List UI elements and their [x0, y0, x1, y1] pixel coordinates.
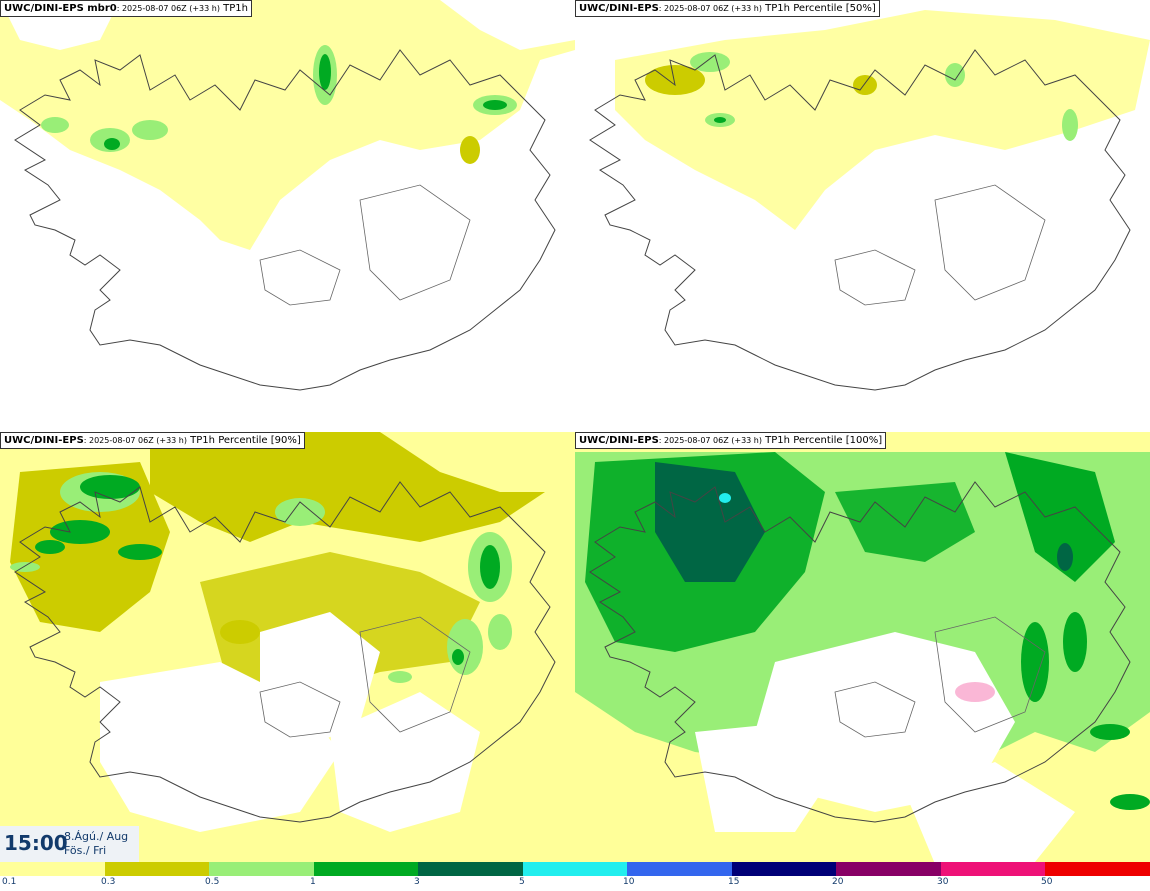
precipitation-map: [589, 10, 1150, 391]
run-info: : 2025-08-07 06Z (+33 h): [83, 436, 187, 445]
legend-tick-label: 1: [310, 877, 316, 887]
valid-time-box: 15:00 8.Ágú./ Aug Fös./ Fri: [0, 826, 139, 862]
legend-tick-label: 50: [1041, 877, 1053, 887]
legend-tick-label: 15: [728, 877, 740, 887]
model-label: UWC/DINI-EPS: [579, 3, 659, 14]
run-info: : 2025-08-07 06Z (+33 h): [658, 436, 762, 445]
run-info: : 2025-08-07 06Z (+33 h): [116, 4, 220, 13]
field-label: TP1h Percentile [90%]: [190, 435, 301, 446]
valid-time: 15:00: [4, 831, 68, 855]
legend-swatch: [1045, 862, 1150, 876]
legend-swatch: [418, 862, 523, 876]
legend-swatch: [731, 862, 837, 876]
model-label: UWC/DINI-EPS: [4, 435, 84, 446]
legend-swatch: [209, 862, 314, 876]
date-line-2: Fös./ Fri: [64, 844, 107, 857]
model-label: UWC/DINI-EPS: [579, 435, 659, 446]
field-label: TP1h: [223, 3, 248, 14]
legend-swatch: [104, 862, 210, 876]
panel-title: UWC/DINI-EPS: 2025-08-07 06Z (+33 h) TP1…: [0, 432, 305, 449]
date-line-1: 8.Ágú./ Aug: [64, 830, 129, 843]
legend-tick-label: 5: [519, 877, 525, 887]
precipitation-map: [0, 0, 575, 391]
precipitation-map: [0, 432, 575, 864]
legend-tick-label: 0.3: [101, 877, 116, 887]
legend-tick-label: 3: [414, 877, 420, 887]
legend-tick-label: 20: [832, 877, 844, 887]
legend-swatch: [836, 862, 941, 876]
color-legend: 0.1 0.3 0.5 1 3 5 10 15 20 30 50: [0, 862, 1150, 891]
legend-swatch: [313, 862, 419, 876]
precipitation-map: [575, 432, 1150, 864]
legend-tick-label: 0.1: [2, 877, 17, 887]
legend-tick-label: 0.5: [205, 877, 220, 887]
panel-title: UWC/DINI-EPS mbr0: 2025-08-07 06Z (+33 h…: [0, 0, 252, 17]
panel-title: UWC/DINI-EPS: 2025-08-07 06Z (+33 h) TP1…: [575, 0, 880, 17]
legend-tick-label: 10: [623, 877, 635, 887]
legend-swatch: [522, 862, 628, 876]
legend-colorbar: [0, 862, 1150, 876]
panel-title: UWC/DINI-EPS: 2025-08-07 06Z (+33 h) TP1…: [575, 432, 887, 449]
legend-swatch: [940, 862, 1046, 876]
legend-swatch: [0, 862, 105, 876]
map-panel-p100: UWC/DINI-EPS: 2025-08-07 06Z (+33 h) TP1…: [575, 432, 1150, 864]
legend-swatch: [627, 862, 732, 876]
field-label: TP1h Percentile [100%]: [765, 435, 883, 446]
legend-tick-label: 30: [937, 877, 949, 887]
map-panel-p50: UWC/DINI-EPS: 2025-08-07 06Z (+33 h) TP1…: [575, 0, 1150, 432]
map-panel-mbr0: UWC/DINI-EPS mbr0: 2025-08-07 06Z (+33 h…: [0, 0, 575, 432]
run-info: : 2025-08-07 06Z (+33 h): [658, 4, 762, 13]
field-label: TP1h Percentile [50%]: [765, 3, 876, 14]
valid-date: 8.Ágú./ Aug Fös./ Fri: [64, 830, 128, 858]
model-label: UWC/DINI-EPS mbr0: [4, 3, 117, 14]
map-panel-p90: UWC/DINI-EPS: 2025-08-07 06Z (+33 h) TP1…: [0, 432, 575, 864]
